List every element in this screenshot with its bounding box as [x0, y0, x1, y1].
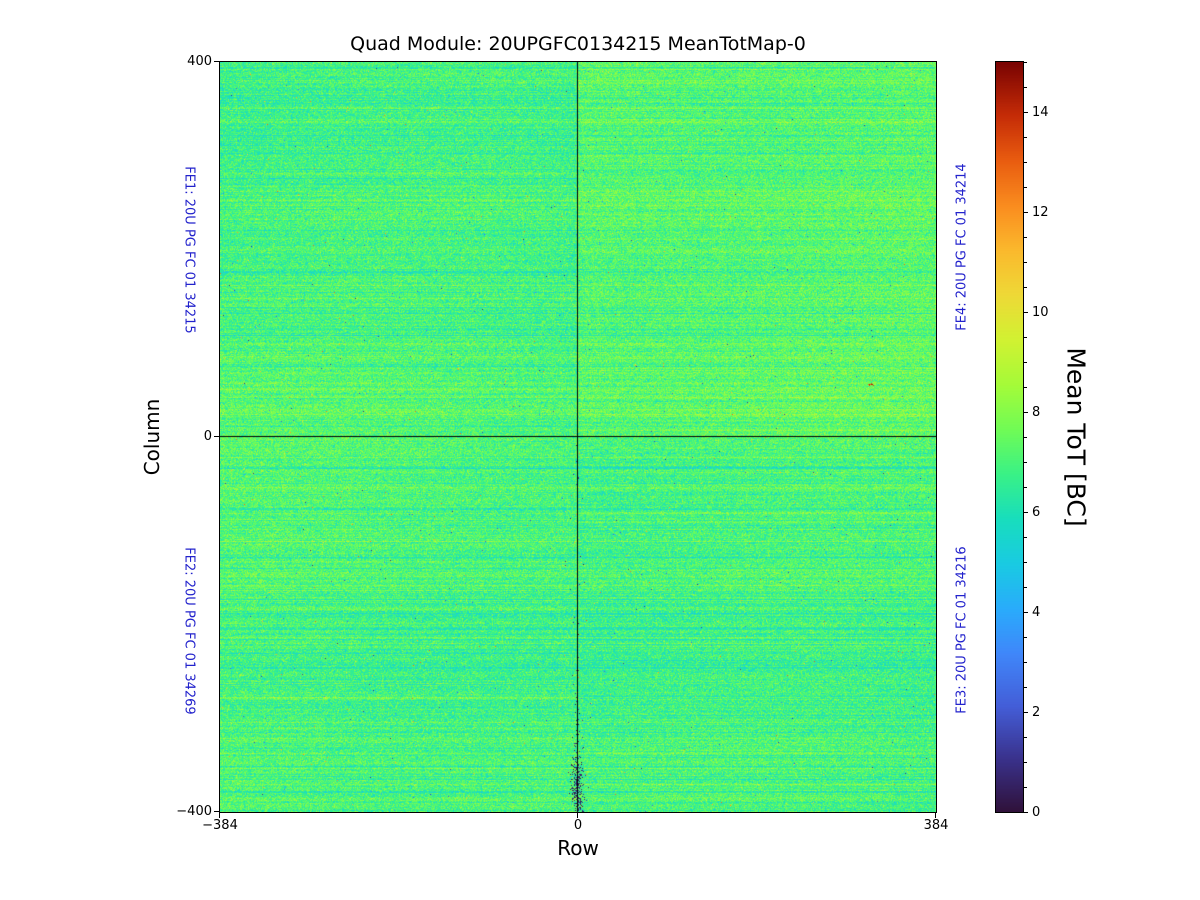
- colorbar-tick-label: 8: [1032, 405, 1041, 420]
- heatmap-canvas: [220, 62, 936, 812]
- y-tick-label: 400: [187, 54, 212, 69]
- colorbar-minor-tick: [1024, 637, 1027, 638]
- fe3-annotation: FE3: 20U PG FC 01 34216: [954, 546, 970, 714]
- colorbar-canvas: [996, 62, 1023, 812]
- colorbar-major-tick: [1024, 212, 1028, 213]
- colorbar-major-tick: [1024, 512, 1028, 513]
- colorbar-minor-tick: [1024, 162, 1027, 163]
- fe2-annotation: FE2: 20U PG FC 01 34269: [181, 547, 197, 715]
- colorbar-minor-tick: [1024, 337, 1027, 338]
- colorbar-minor-tick: [1024, 587, 1027, 588]
- colorbar-minor-tick: [1024, 437, 1027, 438]
- heatmap-plot: [219, 61, 937, 813]
- colorbar-major-tick: [1024, 712, 1028, 713]
- x-tick-label: 0: [573, 818, 583, 833]
- colorbar: [995, 61, 1024, 813]
- fe4-annotation: FE4: 20U PG FC 01 34214: [954, 163, 970, 331]
- y-axis-tick: [214, 811, 219, 812]
- colorbar-major-tick: [1024, 312, 1028, 313]
- x-tick-label: 384: [923, 818, 949, 833]
- colorbar-minor-tick: [1024, 287, 1027, 288]
- colorbar-minor-tick: [1024, 487, 1027, 488]
- colorbar-minor-tick: [1024, 687, 1027, 688]
- colorbar-major-tick: [1024, 812, 1028, 813]
- x-axis-tick: [577, 813, 578, 818]
- x-axis-tick: [219, 813, 220, 818]
- colorbar-minor-tick: [1024, 137, 1027, 138]
- colorbar-major-tick: [1024, 412, 1028, 413]
- colorbar-minor-tick: [1024, 462, 1027, 463]
- colorbar-tick-label: 12: [1032, 205, 1049, 220]
- colorbar-major-tick: [1024, 612, 1028, 613]
- colorbar-minor-tick: [1024, 737, 1027, 738]
- colorbar-label: Mean ToT [BC]: [1061, 347, 1091, 527]
- colorbar-tick-label: 6: [1032, 505, 1041, 520]
- colorbar-tick-label: 0: [1032, 805, 1041, 820]
- colorbar-tick-label: 10: [1032, 305, 1049, 320]
- y-axis-tick: [214, 61, 219, 62]
- colorbar-minor-tick: [1024, 537, 1027, 538]
- y-tick-label: 0: [203, 429, 212, 444]
- colorbar-major-tick: [1024, 112, 1028, 113]
- colorbar-tick-label: 14: [1032, 105, 1049, 120]
- colorbar-tick-label: 2: [1032, 705, 1041, 720]
- colorbar-minor-tick: [1024, 787, 1027, 788]
- colorbar-minor-tick: [1024, 562, 1027, 563]
- chart-title: Quad Module: 20UPGFC0134215 MeanTotMap-0: [350, 33, 806, 55]
- fe1-annotation: FE1: 20U PG FC 01 34215: [181, 166, 197, 334]
- colorbar-minor-tick: [1024, 237, 1027, 238]
- x-axis-tick: [935, 813, 936, 818]
- x-axis-label: Row: [557, 836, 599, 860]
- colorbar-minor-tick: [1024, 87, 1027, 88]
- colorbar-minor-tick: [1024, 62, 1027, 63]
- x-tick-label: −384: [202, 818, 238, 833]
- colorbar-minor-tick: [1024, 187, 1027, 188]
- y-axis-tick: [214, 436, 219, 437]
- colorbar-minor-tick: [1024, 662, 1027, 663]
- colorbar-minor-tick: [1024, 762, 1027, 763]
- colorbar-minor-tick: [1024, 262, 1027, 263]
- y-tick-label: −400: [176, 804, 212, 819]
- colorbar-tick-label: 4: [1032, 605, 1041, 620]
- colorbar-minor-tick: [1024, 362, 1027, 363]
- colorbar-minor-tick: [1024, 387, 1027, 388]
